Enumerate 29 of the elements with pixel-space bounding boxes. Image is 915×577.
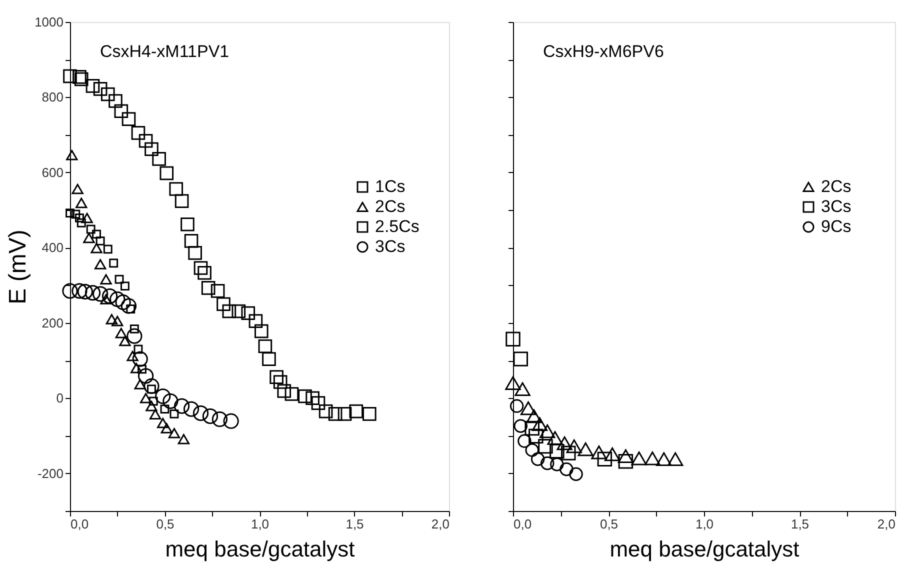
- x-tick-label: 1,0: [695, 516, 714, 532]
- y-tick-label: 0: [56, 390, 64, 406]
- x-tick-label: 0,5: [600, 516, 618, 532]
- text: CsxH9-xM6PV6: [543, 42, 664, 61]
- x-axis-title: meq base/gcatalyst: [610, 536, 800, 562]
- text: CsxH4-xM11PV1: [100, 42, 230, 61]
- legend-label: 9Cs: [821, 216, 852, 236]
- legend-label: 1Cs: [375, 176, 406, 196]
- x-tick-label: 1,5: [346, 516, 364, 532]
- legend-label: 2Cs: [375, 196, 406, 216]
- y-tick-label: -200: [37, 466, 64, 481]
- x-tick-label: 1,5: [790, 516, 810, 532]
- x-tick-label: 0,5: [156, 516, 174, 532]
- y-tick-label: 600: [42, 164, 64, 180]
- y-tick-label: 200: [42, 315, 64, 330]
- y-tick-label: 800: [42, 90, 64, 105]
- x-tick-label: 2,0: [431, 516, 450, 532]
- x-tick-label: 0,0: [70, 516, 89, 532]
- legend-label: 2Cs: [821, 176, 852, 196]
- y-tick-label: 400: [42, 240, 64, 256]
- y-tick-label: 1000: [34, 14, 64, 30]
- y-axis-title: E (mV): [4, 230, 32, 304]
- x-tick-label: 0,0: [514, 516, 532, 532]
- legend-label: 3Cs: [821, 196, 852, 216]
- x-tick-label: 2,0: [877, 516, 896, 532]
- x-axis-title: meq base/gcatalyst: [165, 536, 355, 562]
- x-tick-label: 1,0: [250, 516, 270, 532]
- legend-label: 2.5Cs: [375, 216, 420, 236]
- legend-label: 3Cs: [375, 236, 406, 256]
